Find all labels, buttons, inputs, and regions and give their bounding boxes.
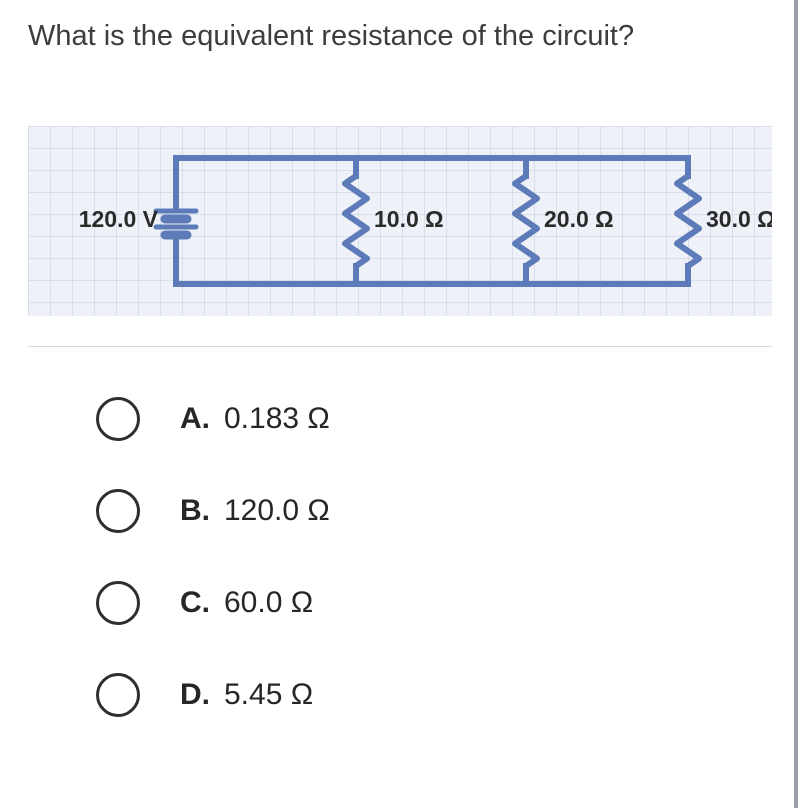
option-text: 120.0 Ω	[224, 494, 330, 528]
circuit-diagram: 120.0 V 10.0 Ω 20.0 Ω 30.0 Ω	[28, 126, 772, 316]
radio-icon[interactable]	[96, 489, 140, 533]
option-a[interactable]: A. 0.183 Ω	[96, 397, 772, 441]
answer-options: A. 0.183 Ω B. 120.0 Ω C. 60.0 Ω D. 5.45 …	[28, 397, 772, 717]
option-b[interactable]: B. 120.0 Ω	[96, 489, 772, 533]
svg-text:10.0 Ω: 10.0 Ω	[374, 206, 444, 232]
option-letter: A.	[180, 402, 210, 436]
svg-text:20.0 Ω: 20.0 Ω	[544, 206, 614, 232]
scrollbar[interactable]	[794, 0, 798, 808]
option-c[interactable]: C. 60.0 Ω	[96, 581, 772, 625]
question-text: What is the equivalent resistance of the…	[28, 18, 772, 56]
option-letter: B.	[180, 494, 210, 528]
option-text: 5.45 Ω	[224, 678, 313, 712]
radio-icon[interactable]	[96, 397, 140, 441]
option-letter: D.	[180, 678, 210, 712]
option-text: 0.183 Ω	[224, 402, 330, 436]
radio-icon[interactable]	[96, 673, 140, 717]
radio-icon[interactable]	[96, 581, 140, 625]
option-text: 60.0 Ω	[224, 586, 313, 620]
section-divider	[28, 346, 772, 347]
option-letter: C.	[180, 586, 210, 620]
option-d[interactable]: D. 5.45 Ω	[96, 673, 772, 717]
svg-text:30.0 Ω: 30.0 Ω	[706, 206, 772, 232]
svg-text:120.0 V: 120.0 V	[79, 206, 159, 232]
